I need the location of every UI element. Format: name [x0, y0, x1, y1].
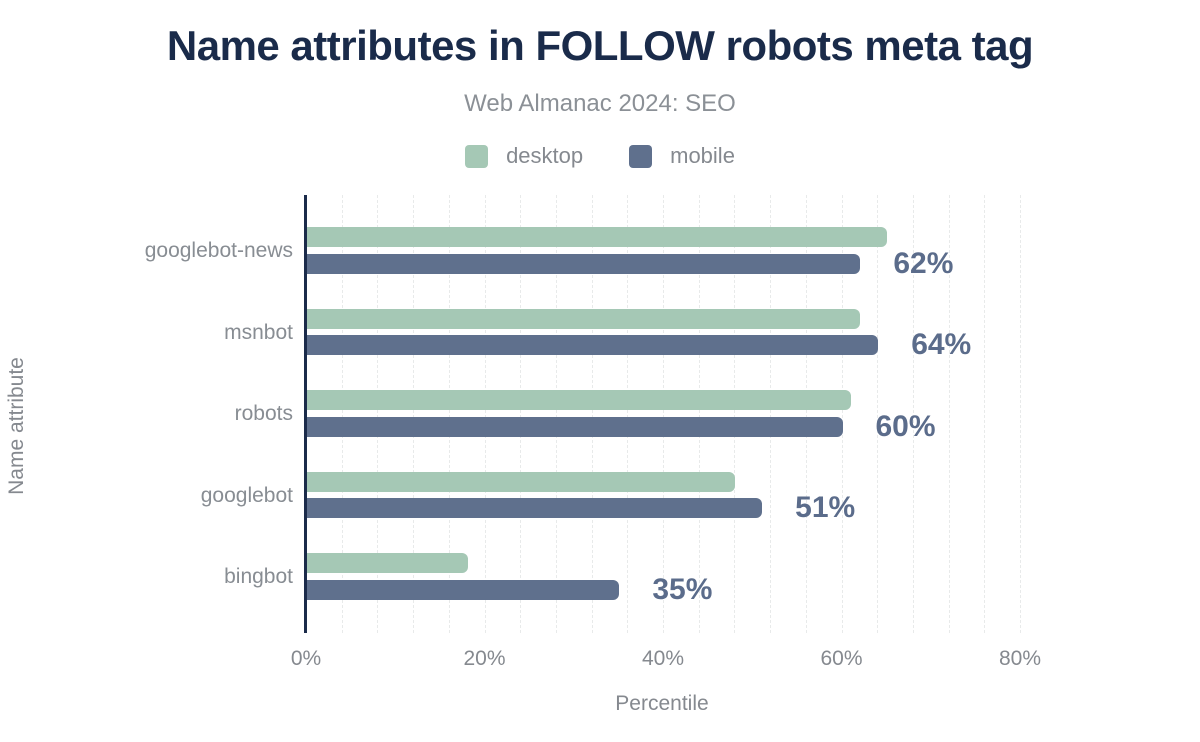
value-label: 64% [911, 328, 972, 361]
mobile-bar [307, 498, 763, 518]
gridline [912, 195, 914, 633]
chart-subtitle: Web Almanac 2024: SEO [464, 90, 736, 117]
x-tick-label: 80% [998, 647, 1042, 670]
chart-legend: desktop mobile [0, 142, 1200, 170]
gridline [770, 195, 772, 633]
x-tick-label: 20% [463, 647, 506, 670]
gridline [984, 195, 986, 633]
gridline [448, 195, 450, 633]
value-label: 62% [893, 246, 954, 280]
legend-swatch-icon [629, 144, 653, 168]
legend-item-mobile: mobile [629, 143, 735, 169]
category-label: msnbot [224, 320, 293, 344]
gridline [1020, 195, 1021, 633]
gridline [341, 195, 343, 633]
x-axis-title: Percentile [615, 692, 709, 715]
value-label: 60% [875, 409, 936, 443]
gridline [663, 195, 664, 633]
value-label: 35% [652, 572, 713, 606]
mobile-bar [307, 579, 620, 600]
legend-label: desktop [506, 143, 584, 168]
legend-label: mobile [670, 143, 735, 168]
gridline [413, 195, 415, 633]
gridline [698, 195, 700, 633]
x-tick-label: 60% [820, 647, 863, 670]
gridline [520, 195, 522, 633]
y-axis-title: Name attribute [5, 357, 28, 495]
x-tick-label: 0% [290, 647, 322, 670]
legend-item-desktop: desktop [465, 143, 583, 169]
gridline [734, 195, 736, 633]
gridline [948, 195, 950, 633]
desktop-bar [307, 471, 736, 492]
gridline [841, 195, 843, 633]
gridline [627, 195, 629, 633]
mobile-bar [307, 253, 861, 274]
mobile-bar [307, 335, 879, 355]
category-label: bingbot [224, 565, 293, 588]
gridline [555, 195, 557, 633]
gridline [591, 195, 593, 633]
desktop-bar [307, 390, 852, 410]
desktop-bar [307, 553, 468, 573]
gridline [877, 195, 879, 633]
gridline [805, 195, 807, 633]
legend-swatch-icon [465, 144, 489, 168]
chart-title: Name attributes in FOLLOW robots meta ta… [166, 22, 1034, 69]
gridline [377, 195, 379, 633]
y-axis-line [304, 195, 307, 633]
desktop-bar [307, 308, 861, 329]
value-label: 51% [795, 491, 856, 524]
gridline [484, 195, 486, 633]
category-label: googlebot-news [144, 239, 293, 262]
category-label: googlebot [200, 483, 293, 507]
desktop-bar [307, 227, 888, 247]
mobile-bar [307, 416, 843, 437]
x-tick-label: 40% [641, 647, 685, 670]
category-label: robots [234, 402, 293, 425]
